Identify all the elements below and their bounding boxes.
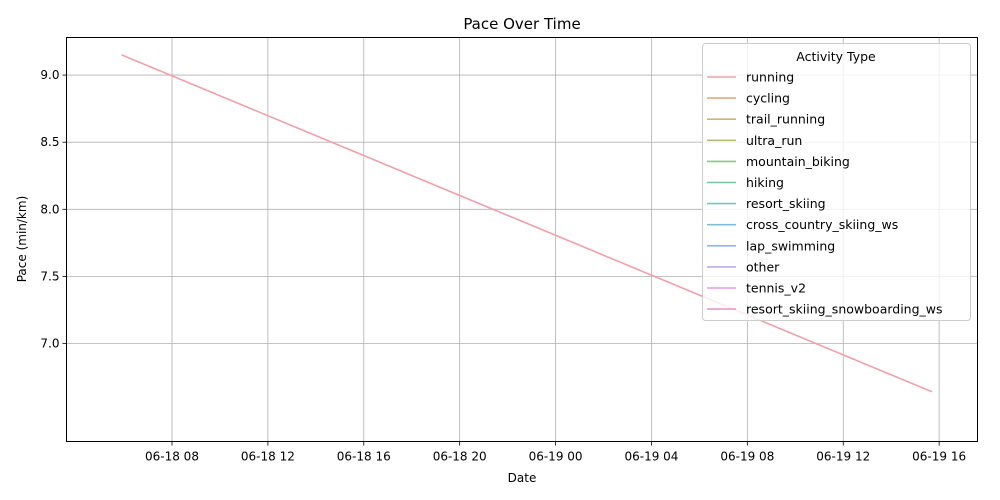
legend-entry: ultra_run	[707, 133, 802, 148]
legend-entry: resort_skiing	[707, 196, 826, 211]
legend-label: tennis_v2	[746, 281, 806, 296]
chart-title: Pace Over Time	[463, 15, 580, 33]
y-tick-label: 8.0	[40, 202, 59, 216]
legend-label: lap_swimming	[746, 238, 835, 253]
legend-label: resort_skiing_snowboarding_ws	[746, 302, 943, 317]
legend-entry: running	[707, 70, 794, 85]
legend-label: other	[746, 259, 780, 274]
x-tick-label: 06-19 16	[912, 450, 966, 464]
x-tick-label: 06-19 00	[529, 450, 583, 464]
legend-entry: trail_running	[707, 112, 825, 127]
legend-entry: lap_swimming	[707, 238, 835, 253]
y-tick-label: 7.0	[40, 337, 59, 351]
series-line-running	[121, 54, 933, 393]
y-tick-label: 8.5	[40, 135, 59, 149]
x-axis-label: Date	[508, 471, 537, 485]
y-tick-label: 9.0	[40, 68, 59, 82]
series-lines	[121, 54, 933, 393]
legend-entry: tennis_v2	[707, 281, 806, 296]
x-tick-label: 06-18 20	[433, 450, 487, 464]
plot-frame	[66, 37, 978, 442]
legend-label: trail_running	[746, 112, 825, 127]
legend-label: running	[746, 70, 794, 85]
x-tick-label: 06-18 16	[337, 450, 391, 464]
legend-box	[702, 43, 971, 321]
legend-entry: cycling	[707, 91, 790, 106]
legend-label: hiking	[746, 175, 784, 190]
y-axis-ticks: 7.0 7.5 8.0 8.5 9.0	[40, 68, 67, 351]
x-tick-label: 06-19 12	[816, 450, 870, 464]
legend-entry: resort_skiing_snowboarding_ws	[707, 302, 943, 317]
legend-entry: hiking	[707, 175, 784, 190]
legend-label: cycling	[746, 91, 790, 106]
y-tick-label: 7.5	[40, 269, 59, 283]
legend-entry: cross_country_skiing_ws	[707, 217, 898, 232]
legend-entry: other	[707, 259, 780, 274]
legend-label: ultra_run	[746, 133, 802, 148]
x-tick-label: 06-19 04	[624, 450, 678, 464]
legend: Activity Type running cycling trail_runnin…	[702, 43, 971, 321]
legend-label: cross_country_skiing_ws	[746, 217, 898, 232]
x-tick-label: 06-19 08	[720, 450, 774, 464]
x-tick-label: 06-18 12	[241, 450, 295, 464]
x-tick-label: 06-18 08	[145, 450, 199, 464]
legend-title: Activity Type	[796, 49, 876, 64]
legend-label: resort_skiing	[746, 196, 826, 211]
x-axis-ticks: 06-18 08 06-18 12 06-18 16 06-18 20 06-19 00…	[145, 441, 966, 464]
legend-entry: mountain_biking	[707, 154, 850, 169]
legend-label: mountain_biking	[746, 154, 850, 169]
y-axis-label: Pace (min/km)	[15, 196, 29, 283]
